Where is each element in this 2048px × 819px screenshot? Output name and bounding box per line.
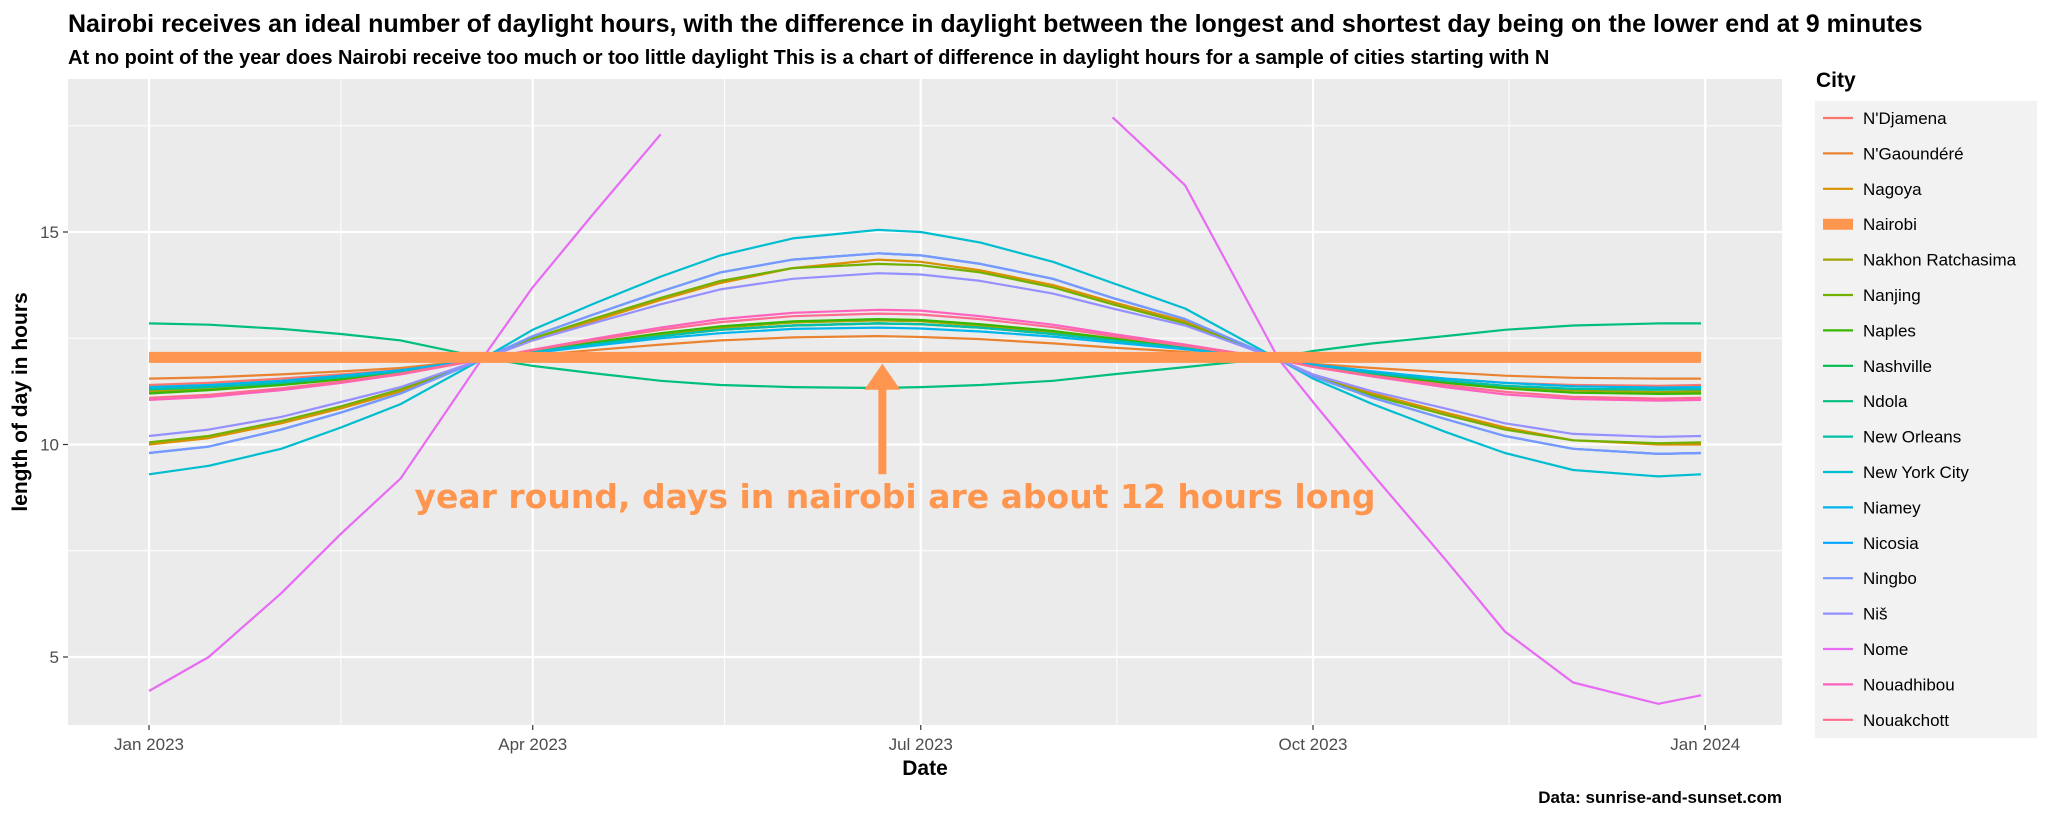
legend-label-new-york-city: New York City [1863,463,1969,482]
legend-label-ndola: Ndola [1863,392,1908,411]
y-axis: 5 10 15 [40,223,68,667]
y-tick-label: 15 [40,223,59,242]
legend-label-nouadhibou: Nouadhibou [1863,675,1955,694]
legend-label-nouakchott: Nouakchott [1863,711,1949,730]
legend-panel [1815,101,2037,738]
x-axis: Jan 2023 Apr 2023 Jul 2023 Oct 2023 Jan 2024 [114,725,1740,754]
legend-label-nairobi: Nairobi [1863,215,1917,234]
chart-subtitle: At no point of the year does Nairobi rec… [68,47,1549,69]
legend-label-nagoya: Nagoya [1863,180,1922,199]
legend-label-new-orleans: New Orleans [1863,428,1961,447]
legend-label-nicosia: Nicosia [1863,534,1919,553]
legend-label-nome: Nome [1863,640,1908,659]
x-tick-label: Apr 2023 [498,735,567,754]
series-line-nanjing [148,262,1702,445]
series-line-nis [148,272,1702,438]
series-line-n-gaoundere [148,335,1701,380]
legend-label-nashville: Nashville [1863,357,1932,376]
y-tick-label: 10 [40,436,59,455]
legend-label-nis: Niš [1863,605,1888,624]
legend-label-ningbo: Ningbo [1863,569,1917,588]
y-axis-title: length of day in hours [9,292,32,511]
legend: N'Djamena N'Gaoundéré Nagoya Nairobi Nakhon … [1823,109,2017,730]
series-line-nouakchott [148,312,1702,400]
legend-label-niamey: Niamey [1863,498,1921,517]
legend-label-nanjing: Nanjing [1863,286,1921,305]
annotation-layer: year round, days in nairobi are about 12… [414,363,1376,516]
annotation-text: year round, days in nairobi are about 12… [414,477,1375,516]
series-line-nagoya [148,258,1701,446]
series-line-new-york-city [148,228,1702,478]
series-line-niamey [148,326,1702,389]
legend-label-n-gaoundere: N'Gaoundéré [1863,144,1964,163]
legend-label-n-djamena: N'Djamena [1863,109,1947,128]
legend-label-nakhon-ratchasima: Nakhon Ratchasima [1863,251,2017,270]
legend-label-naples: Naples [1863,321,1916,340]
series-lines [148,116,1702,705]
plot-panel [68,79,1782,725]
annotation-arrow-head [864,363,901,390]
x-tick-label: Oct 2023 [1278,735,1347,754]
series-line-ndola [148,322,1701,390]
caption: Data: sunrise-and-sunset.com [1538,788,1782,807]
chart-title: Nairobi receives an ideal number of dayl… [68,10,1922,38]
legend-title: City [1816,69,1856,92]
series-line-nome [1111,116,1702,705]
x-tick-label: Jan 2023 [114,735,184,754]
x-tick-label: Jan 2024 [1670,735,1740,754]
x-tick-label: Jul 2023 [889,735,953,754]
series-line-new-orleans [148,322,1702,391]
grid-minor [68,79,1782,725]
series-line-nome [148,133,662,692]
series-line-ningbo [148,252,1702,455]
x-axis-title: Date [902,757,948,780]
y-tick-label: 5 [50,648,59,667]
